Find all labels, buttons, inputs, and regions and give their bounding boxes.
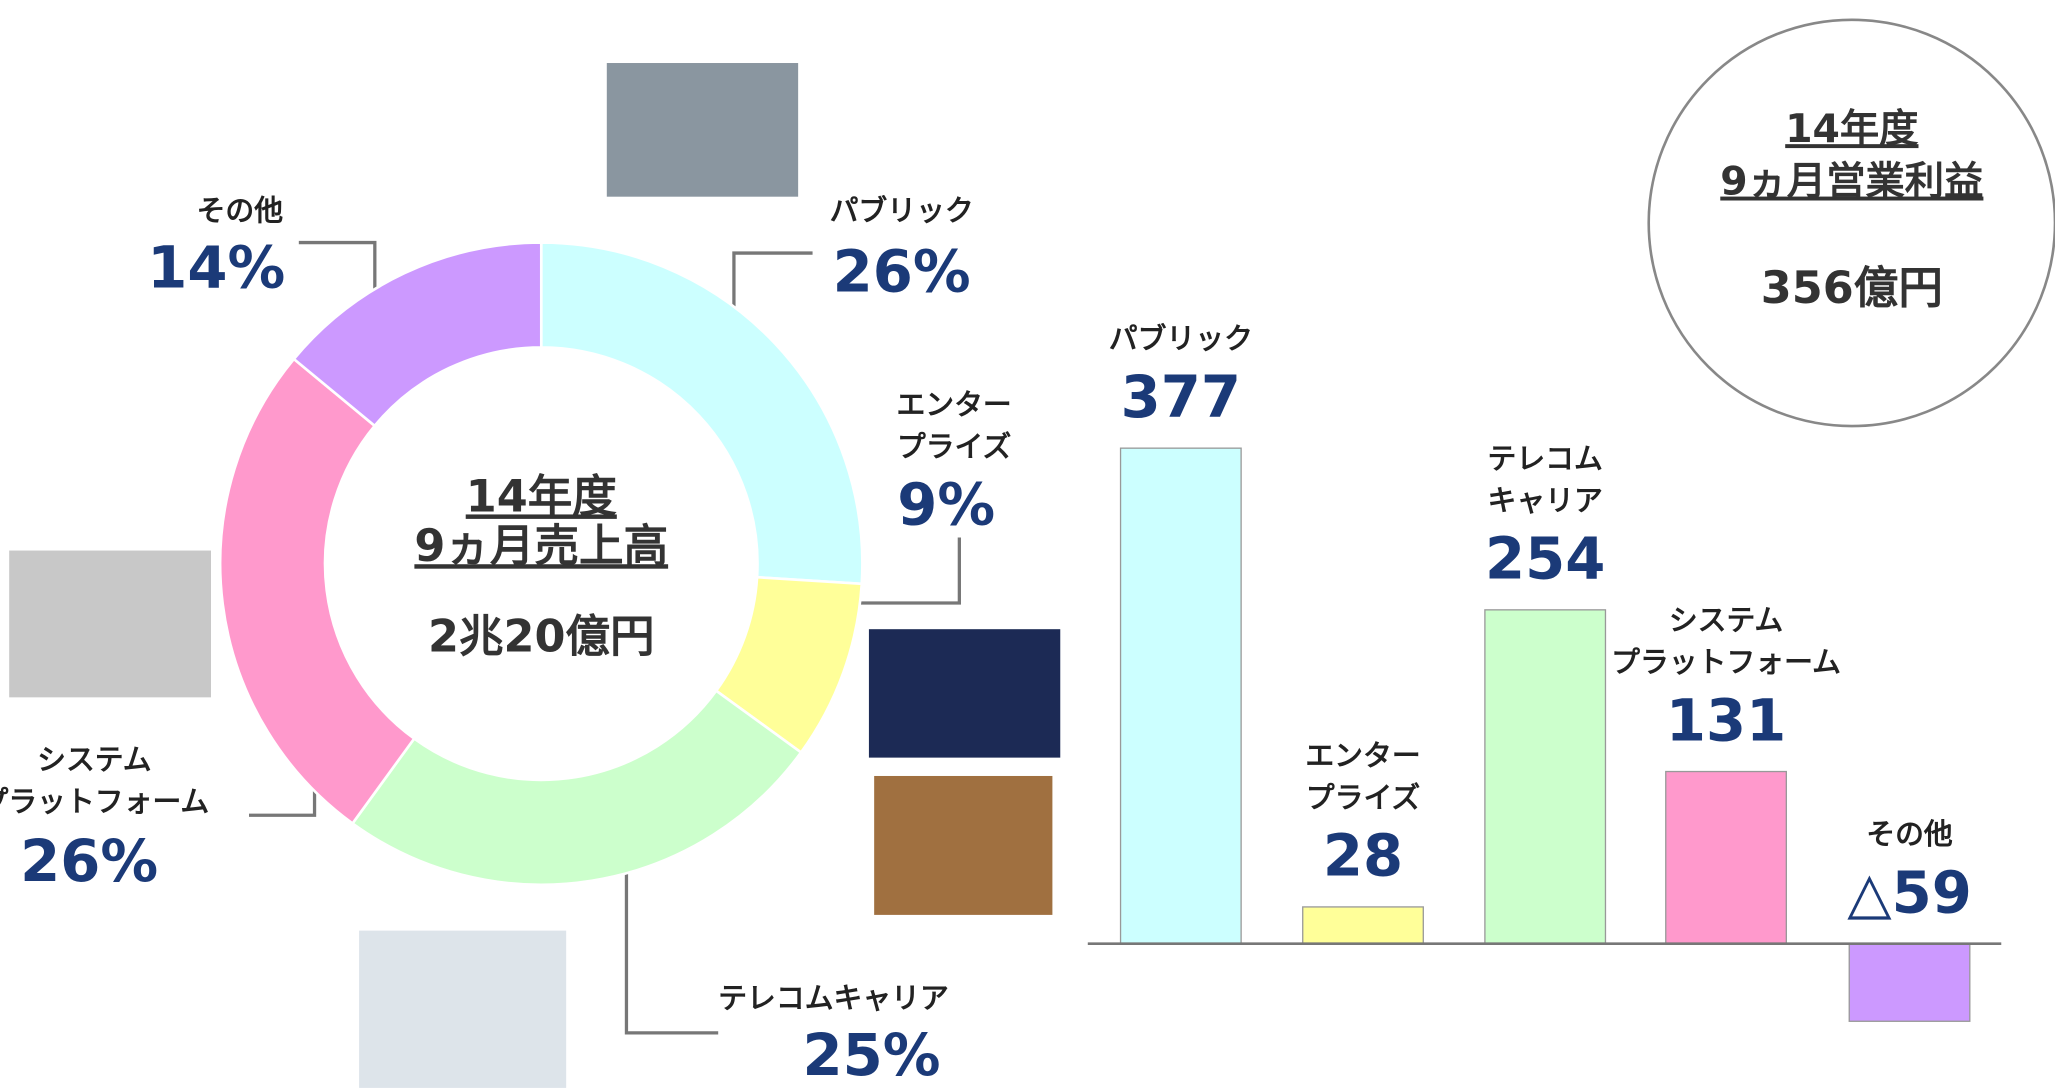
photo	[359, 931, 566, 1088]
category-label: システムプラットフォーム	[1611, 603, 1841, 679]
category-label: パブリック	[1109, 322, 1253, 356]
category-label: パブリック	[830, 193, 974, 227]
value-label: △59	[1847, 858, 1972, 926]
category-label: その他	[1866, 817, 1953, 851]
profit-total: 356億円	[1761, 262, 1943, 314]
value-label: 26%	[20, 827, 158, 895]
donut-segment	[353, 691, 802, 885]
photo	[607, 63, 798, 197]
value-label: 254	[1485, 524, 1605, 592]
bar	[1666, 772, 1787, 944]
bar	[1485, 610, 1606, 944]
photo	[874, 776, 1052, 915]
photo	[9, 551, 211, 698]
donut-segment	[220, 359, 414, 823]
value-label: 377	[1121, 363, 1241, 431]
value-label: 9%	[897, 470, 995, 538]
value-label: 131	[1666, 686, 1786, 754]
bar	[1849, 944, 1970, 1022]
category-label: その他	[197, 193, 284, 227]
leader-line	[626, 849, 718, 1032]
value-label: 28	[1323, 821, 1403, 889]
category-label: テレコムキャリア	[1488, 441, 1603, 517]
bar	[1303, 907, 1424, 944]
category-label: エンタープライズ	[896, 387, 1011, 463]
category-label: テレコムキャリア	[718, 981, 949, 1015]
profit-circle	[1649, 20, 2055, 426]
category-label: エンタープライズ	[1305, 739, 1420, 815]
bar	[1121, 448, 1242, 944]
photo	[869, 629, 1060, 757]
chart: 14年度9ヵ月売上高 2兆20億円 14年度9ヵ月営業利益 356億円 パブリッ…	[0, 0, 2055, 1088]
value-label: 14%	[147, 233, 285, 301]
value-label: 25%	[803, 1021, 941, 1088]
donut-total: 2兆20億円	[428, 611, 655, 663]
category-label: システムプラットフォーム	[0, 743, 209, 819]
value-label: 26%	[833, 237, 971, 305]
